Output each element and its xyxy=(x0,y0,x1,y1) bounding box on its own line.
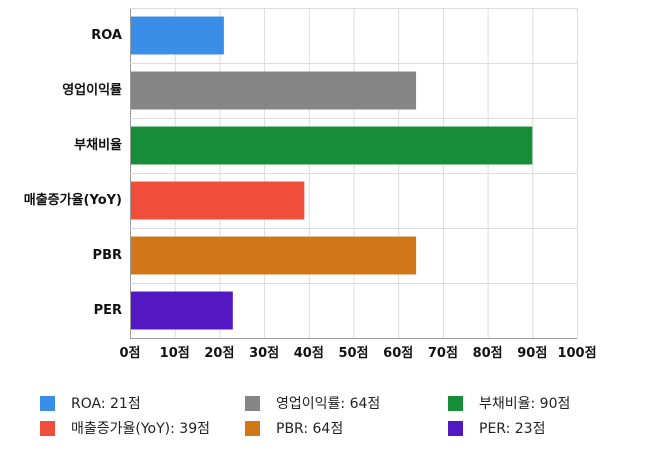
x-tick-label: 60점 xyxy=(383,346,413,361)
legend-label: 부채비율: 90점 xyxy=(479,396,571,412)
bar xyxy=(131,126,533,165)
category-label: 영업이익률 xyxy=(62,82,122,98)
category-label: 매출증가율(YoY) xyxy=(24,192,122,208)
legend-label: PER: 23점 xyxy=(479,421,546,437)
legend-item: 영업이익률: 64점 xyxy=(245,393,380,413)
legend-swatch xyxy=(245,395,260,411)
legend-item: 매출증가율(YoY): 39점 xyxy=(40,418,210,438)
legend-label: 영업이익률: 64점 xyxy=(276,396,381,412)
legend-item: ROA: 21점 xyxy=(40,393,141,413)
category-label: ROA xyxy=(91,28,122,43)
legend-item: 부채비율: 90점 xyxy=(448,393,570,413)
bar xyxy=(131,16,224,55)
category-label: PER xyxy=(94,303,122,318)
x-tick-label: 70점 xyxy=(428,346,458,361)
bars xyxy=(131,16,533,330)
x-tick-labels: 0점 10점 20점 30점 40점 50점 60점 70점 80점 90점 100점 xyxy=(119,346,596,361)
category-label: PBR xyxy=(93,248,122,263)
legend-swatch xyxy=(245,420,260,436)
x-tick-label: 100점 xyxy=(557,346,596,361)
legend-label: PBR: 64점 xyxy=(276,421,344,437)
legend-item: PBR: 64점 xyxy=(245,418,343,438)
legend-swatch xyxy=(40,395,55,411)
x-tick-label: 50점 xyxy=(338,346,368,361)
category-label: 부채비율 xyxy=(74,137,122,153)
grid xyxy=(130,8,578,339)
x-tick-label: 20점 xyxy=(204,346,234,361)
x-tick-label: 10점 xyxy=(160,346,190,361)
legend-label: 매출증가율(YoY): 39점 xyxy=(71,421,210,437)
bar xyxy=(131,181,305,220)
x-tick-label: 90점 xyxy=(517,346,547,361)
legend-swatch xyxy=(40,420,55,436)
legend-item: PER: 23점 xyxy=(448,418,545,438)
x-tick-label: 80점 xyxy=(473,346,503,361)
x-tick-label: 30점 xyxy=(249,346,279,361)
bar xyxy=(131,236,417,275)
legend-swatch xyxy=(448,420,463,436)
bar xyxy=(131,291,233,330)
x-tick-label: 40점 xyxy=(294,346,324,361)
bar xyxy=(131,71,417,110)
legend-label: ROA: 21점 xyxy=(71,396,141,412)
legend-swatch xyxy=(448,395,463,411)
x-tick-label: 0점 xyxy=(119,346,140,361)
